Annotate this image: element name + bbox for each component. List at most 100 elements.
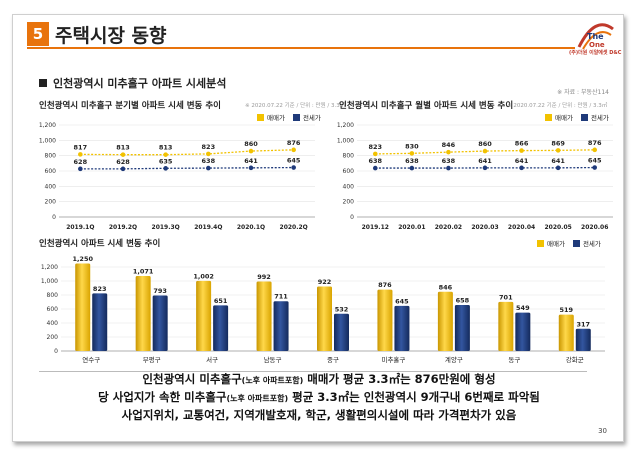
y-tick-label: 800 bbox=[343, 153, 355, 160]
point-lease bbox=[592, 165, 598, 170]
y-tick-label: 0 bbox=[350, 214, 354, 221]
data-label-lease: 628 bbox=[74, 158, 88, 166]
legend-item-sale: 매매가 bbox=[545, 112, 573, 122]
x-tick-label: 강화군 bbox=[566, 355, 584, 364]
data-label-lease: 635 bbox=[159, 157, 173, 165]
data-label-sale: 846 bbox=[442, 141, 456, 149]
summary-text: 인천광역시 미추홀구 bbox=[142, 372, 242, 386]
point-lease bbox=[446, 165, 451, 171]
y-tick-label: 400 bbox=[343, 183, 355, 190]
bar-sale bbox=[558, 314, 574, 351]
bar-sale bbox=[256, 281, 272, 351]
point-sale bbox=[206, 151, 211, 157]
point-sale bbox=[291, 147, 296, 153]
x-tick-label: 동구 bbox=[508, 356, 520, 364]
bullet-square-icon bbox=[39, 79, 47, 87]
data-label-lease: 651 bbox=[214, 297, 228, 305]
data-label-sale: 701 bbox=[499, 293, 513, 301]
y-tick-label: 1,200 bbox=[41, 264, 58, 271]
point-lease bbox=[409, 165, 415, 171]
data-label-lease: 641 bbox=[244, 157, 258, 165]
summary-line-1: 인천광역시 미추홀구(노후 아파트포함) 매매가 평균 3.3㎡는 876만원에… bbox=[57, 371, 581, 389]
x-tick-label: 2019.12 bbox=[362, 224, 389, 231]
summary-note: (노후 아파트포함) bbox=[226, 394, 289, 403]
bar-lease bbox=[152, 295, 168, 351]
x-tick-label: 2020.04 bbox=[508, 224, 535, 231]
chart2-monthly-line: 0 200 400 600 800 1,000 1,200 2019.12 2020.01 202… bbox=[337, 122, 613, 231]
y-tick-label: 0 bbox=[54, 348, 58, 355]
legend-label-sale: 매매가 bbox=[267, 114, 285, 122]
svg-text:The: The bbox=[587, 32, 604, 41]
legend-label-lease: 전세가 bbox=[590, 114, 609, 122]
data-label-lease: 638 bbox=[368, 157, 382, 165]
bar-sale bbox=[75, 263, 91, 351]
y-tick-label: 600 bbox=[45, 168, 57, 175]
data-label-sale: 860 bbox=[244, 140, 258, 148]
chart2-note: ※ 2020.07.22 기준 / 단위 : 만원 / 3.3㎡ bbox=[507, 103, 608, 109]
data-label-lease: 638 bbox=[202, 157, 216, 165]
data-label-sale: 846 bbox=[439, 283, 453, 291]
point-lease bbox=[482, 165, 488, 171]
data-label-sale: 876 bbox=[588, 139, 602, 147]
bar-lease bbox=[575, 328, 591, 351]
header: 5 주택시장 동향 bbox=[27, 21, 167, 47]
data-label-sale: 813 bbox=[116, 144, 130, 152]
y-tick-label: 0 bbox=[52, 214, 56, 221]
legend-swatch-lease bbox=[580, 113, 588, 121]
y-tick-label: 600 bbox=[343, 168, 355, 175]
data-label-lease: 641 bbox=[478, 157, 492, 165]
data-label-lease: 823 bbox=[93, 285, 107, 293]
series-line-sale bbox=[80, 149, 294, 156]
summary-divider bbox=[39, 371, 587, 372]
y-tick-label: 1,000 bbox=[337, 137, 354, 144]
chart2-legend: 매매가 전세가 bbox=[537, 112, 609, 122]
chart3-district-bar: 0 200 400 600 800 1,000 1,200 1,250 823 연수구 1,071 7… bbox=[41, 255, 605, 364]
data-label-sale: 1,071 bbox=[133, 268, 154, 276]
legend-item-lease: 전세가 bbox=[292, 112, 321, 122]
legend-item-sale: 매매가 bbox=[537, 238, 565, 248]
data-label-lease: 645 bbox=[588, 157, 602, 165]
data-label-lease: 549 bbox=[516, 304, 530, 312]
data-label-sale: 876 bbox=[378, 281, 392, 289]
summary-line-2: 당 사업지가 속한 미추홀구(노후 아파트포함) 평균 3.3㎡는 인천광역시 … bbox=[57, 389, 581, 407]
point-lease bbox=[120, 166, 126, 172]
data-label-sale: 922 bbox=[318, 278, 332, 286]
section-subtitle: 인천광역시 미추홀구 아파트 시세분석 bbox=[39, 75, 226, 91]
data-label-sale: 817 bbox=[74, 143, 88, 151]
y-tick-label: 600 bbox=[47, 306, 59, 313]
data-label-lease: 532 bbox=[335, 305, 349, 313]
series-line-lease bbox=[80, 166, 294, 170]
data-label-lease: 793 bbox=[153, 287, 167, 295]
y-tick-label: 1,000 bbox=[41, 278, 58, 285]
legend-swatch-sale bbox=[545, 113, 552, 121]
data-label-sale: 813 bbox=[159, 144, 173, 152]
point-sale bbox=[248, 148, 254, 154]
legend-swatch-lease bbox=[572, 239, 580, 247]
bar-lease bbox=[273, 301, 289, 351]
x-tick-label: 남동구 bbox=[264, 355, 282, 364]
bar-sale bbox=[498, 301, 514, 351]
legend-item-lease: 전세가 bbox=[580, 112, 609, 122]
data-label-lease: 645 bbox=[287, 157, 301, 165]
point-sale bbox=[372, 151, 378, 157]
section-number-badge: 5 bbox=[27, 22, 49, 46]
x-tick-label: 2019.4Q bbox=[194, 224, 222, 231]
point-lease bbox=[206, 165, 211, 171]
logo-text: (주)더원 이알에셋 D&C bbox=[569, 50, 622, 56]
company-logo-icon: The One bbox=[577, 23, 614, 50]
data-label-sale: 823 bbox=[202, 143, 216, 151]
data-label-lease: 628 bbox=[116, 158, 130, 166]
point-sale bbox=[555, 148, 561, 153]
x-tick-label: 2020.05 bbox=[544, 224, 571, 231]
point-sale bbox=[163, 152, 168, 157]
x-tick-label: 2020.02 bbox=[435, 224, 462, 231]
bar-lease bbox=[213, 305, 229, 351]
page-title: 주택시장 동향 bbox=[55, 24, 167, 47]
y-tick-label: 1,000 bbox=[39, 137, 56, 144]
chart3-title: 인천광역시 아파트 시세 변동 추이 bbox=[39, 239, 161, 249]
summary-text: 매매가 평균 3.3㎡는 876만원에 형성 bbox=[303, 372, 496, 386]
bar-sale bbox=[377, 289, 393, 351]
x-tick-label: 2019.3Q bbox=[152, 224, 180, 231]
data-label-sale: 519 bbox=[559, 306, 573, 314]
legend-item-sale: 매매가 bbox=[257, 112, 285, 122]
